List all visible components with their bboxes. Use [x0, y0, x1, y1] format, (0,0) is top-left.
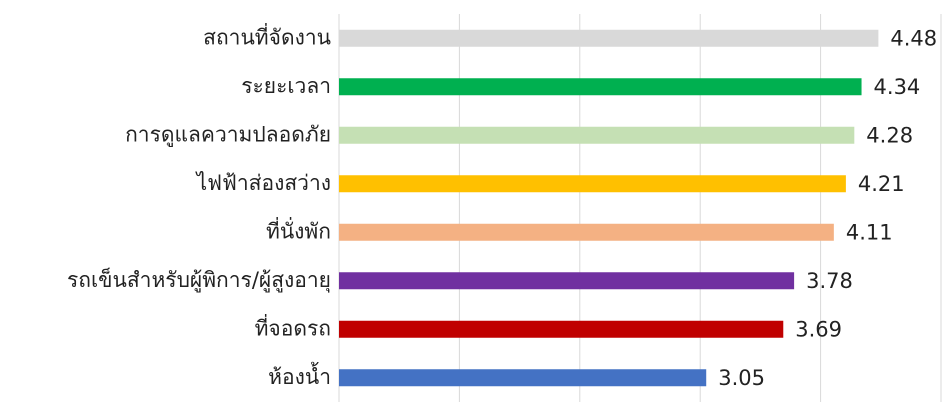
value-label: 4.34 — [874, 75, 921, 99]
y-tick-label: ที่จอดรถ — [255, 313, 331, 340]
bar — [339, 175, 846, 193]
bar — [339, 272, 795, 290]
y-tick-label: ห้องน้ำ — [268, 362, 331, 389]
value-label: 3.78 — [806, 269, 853, 293]
bar — [339, 369, 707, 387]
value-label: 4.48 — [890, 26, 937, 50]
value-label: 3.69 — [795, 317, 842, 341]
y-tick-label: รถเข็นสำหรับผู้พิการ/ผู้สูงอายุ — [67, 266, 331, 293]
value-label: 4.21 — [858, 172, 905, 196]
y-tick-label: สถานที่จัดงาน — [203, 22, 331, 49]
bar — [339, 78, 862, 96]
y-tick-label: การดูแลความปลอดภัย — [125, 122, 331, 147]
y-tick-label: ที่นั่งพัก — [266, 216, 331, 243]
value-label: 4.28 — [866, 123, 913, 147]
y-tick-label: ระยะเวลา — [241, 74, 331, 98]
bar — [339, 223, 834, 241]
y-tick-label: ไฟฟ้าส่องสว่าง — [195, 171, 331, 195]
value-label: 3.05 — [718, 366, 765, 390]
value-label: 4.11 — [846, 220, 893, 244]
bar — [339, 126, 855, 144]
bar — [339, 320, 784, 338]
bar — [339, 29, 879, 47]
